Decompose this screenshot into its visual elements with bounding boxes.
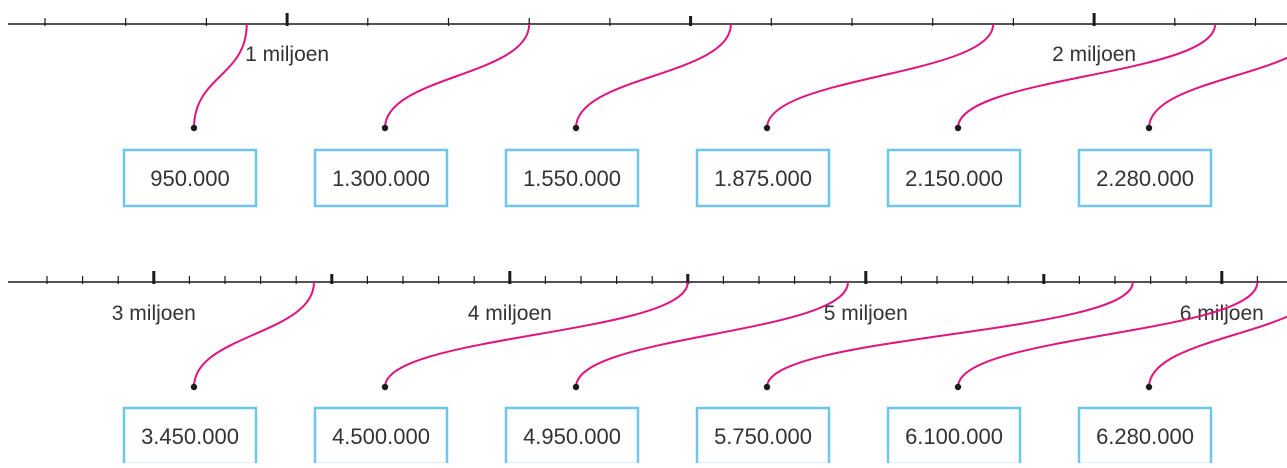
anchor-dot [572, 383, 580, 391]
anchor-dot [954, 383, 962, 391]
value-box [504, 148, 640, 208]
value-label: 1.300.000 [332, 166, 430, 191]
anchor-dot [1145, 124, 1153, 132]
connector-line [575, 281, 849, 388]
value-label: 6.100.000 [905, 424, 1003, 449]
axis-label: 5 miljoen [824, 302, 908, 325]
connector-line [384, 281, 689, 388]
anchor-dot [954, 124, 962, 132]
value-label: 1.875.000 [714, 166, 812, 191]
value-label: 4.500.000 [332, 424, 430, 449]
axis-label: 3 miljoen [112, 302, 196, 325]
value-label: 2.150.000 [905, 166, 1003, 191]
axis-label: 6 miljoen [1180, 302, 1264, 325]
value-label: 3.450.000 [141, 424, 239, 449]
value-label: 1.550.000 [523, 166, 621, 191]
connector-line [957, 23, 1217, 129]
axis-label: 2 miljoen [1052, 43, 1136, 66]
axis-label: 4 miljoen [468, 302, 552, 325]
anchor-dot [763, 124, 771, 132]
connector-line [957, 281, 1259, 388]
value-label: 950.000 [150, 166, 230, 191]
value-box [1077, 406, 1213, 466]
value-label: 4.950.000 [523, 424, 621, 449]
connector-line [766, 23, 995, 129]
connector-line [384, 23, 531, 129]
axis-label: 1 miljoen [245, 43, 329, 66]
number-line-row: 1 miljoen 2 miljoen 950.000 1.300.000 1.550.… [8, 13, 1287, 208]
anchor-dot [190, 383, 198, 391]
value-box [695, 148, 831, 208]
anchor-dot [381, 383, 389, 391]
value-box [122, 406, 258, 466]
connector-line [766, 281, 1134, 388]
value-box [1077, 148, 1213, 208]
anchor-dot [1145, 383, 1153, 391]
anchor-dot [572, 124, 580, 132]
number-line-row: 3 miljoen 4 miljoen 5 miljoen 6 miljoen 3.45… [8, 271, 1287, 466]
connector-line [193, 23, 248, 129]
value-label: 2.280.000 [1096, 166, 1194, 191]
connector-line [193, 281, 315, 388]
anchor-dot [763, 383, 771, 391]
value-box [313, 148, 449, 208]
value-box [886, 148, 1022, 208]
anchor-dot [190, 124, 198, 132]
value-box [122, 148, 258, 208]
connector-line [575, 23, 732, 129]
anchor-dot [381, 124, 389, 132]
value-label: 5.750.000 [714, 424, 812, 449]
value-label: 6.280.000 [1096, 424, 1194, 449]
connector-line [1148, 315, 1287, 388]
connector-line [1148, 56, 1287, 129]
